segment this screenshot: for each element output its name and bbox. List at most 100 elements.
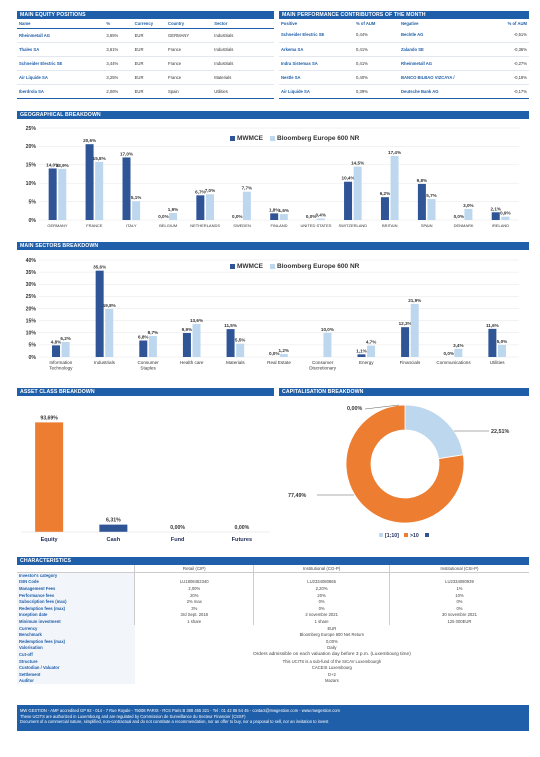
data-label: 6,8%: [138, 335, 148, 340]
footer: MW GESTION - AMF accredited GP 92 - 014 …: [17, 705, 529, 731]
bar: [132, 201, 141, 220]
y-tick-label: 25%: [26, 294, 37, 300]
x-tick-label: Futures: [232, 537, 253, 543]
table-cell: Arkema SA: [281, 46, 304, 52]
table-cell: 3,44%: [106, 60, 119, 66]
char-row: ISIN Code LU1808452340 LU2334080865 LU23340…: [17, 578, 529, 586]
col-header: % of AUM: [354, 19, 399, 28]
char-row: Investor's category: [17, 572, 529, 579]
x-tick-label: Financials: [400, 360, 421, 365]
bar: [410, 303, 419, 357]
char-value: LU1808452340: [134, 578, 254, 586]
data-label: 35,6%: [93, 265, 106, 270]
bar: [367, 345, 376, 357]
bar: [48, 168, 57, 220]
char-value: D+2: [327, 671, 336, 677]
asset-title: ASSET CLASS BREAKDOWN: [17, 388, 274, 396]
equity-header-row: Name % Currency Country Sector: [17, 19, 274, 28]
data-label: 6,31%: [106, 518, 121, 524]
x-tick-label: Fund: [171, 537, 185, 543]
table-cell: Rheinmetall AG: [401, 60, 433, 66]
col-header: % of AUM: [489, 19, 529, 28]
x-tick-label-line: Technology: [49, 366, 73, 371]
data-label: 6,7%: [195, 189, 205, 194]
data-label: 0,0%: [269, 351, 279, 356]
char-value: 3%: [134, 604, 254, 612]
data-label: 12,3%: [399, 321, 412, 326]
y-tick-label: 0%: [29, 218, 37, 224]
asset-panel: ASSET CLASS BREAKDOWN 93,69% Equity 6,31% C…: [17, 388, 274, 546]
data-label: 1,2%: [279, 348, 289, 353]
equity-title: MAIN EQUITY POSITIONS: [17, 11, 274, 19]
perf-panel: MAIN PERFORMANCE CONTRIBUTORS OF THE MON…: [279, 11, 529, 99]
char-value: 20%: [253, 591, 390, 599]
legend-swatch: [404, 533, 408, 537]
table-row: Indra Sistemas SA 0,41% Rheinmetall AG -0,2…: [279, 56, 529, 70]
bar: [196, 195, 205, 220]
table-cell: Air Liquide SA: [19, 74, 48, 80]
char-value: Mazars: [325, 678, 339, 684]
char-row: Settlement D+2: [17, 670, 529, 678]
bar: [182, 332, 191, 357]
x-tick-label: IRELAND: [492, 223, 509, 228]
table-cell: Bechtle AG: [401, 32, 424, 38]
char-row: Subscription fees (max) 2% max 0% 0%: [17, 598, 529, 605]
data-label: 0,4%: [315, 213, 325, 218]
data-label: 7,7%: [242, 186, 252, 191]
bar: [497, 344, 506, 357]
bar: [390, 155, 399, 220]
bar: [323, 332, 332, 357]
char-value: 0%: [253, 604, 390, 612]
x-tick-label: Cash: [107, 537, 121, 543]
char-row: Redemption fees (max) 3% 0% 0%: [17, 604, 529, 612]
bar: [353, 166, 362, 220]
x-tick-label: Communications: [436, 360, 471, 365]
y-tick-label: 10%: [26, 181, 37, 187]
x-tick-label-line: Discretionary: [309, 366, 337, 371]
data-label: 0,0%: [444, 351, 454, 356]
data-label: 1,1%: [356, 348, 366, 353]
char-value: 2,00%: [134, 585, 254, 592]
char-header-row: Retail (CIP) Institutional (CG-P) Instit…: [17, 565, 529, 573]
char-value: 0%: [388, 598, 529, 605]
char-value: [388, 572, 529, 579]
data-label: 10,0%: [321, 327, 334, 332]
char-value: 0%: [253, 598, 390, 605]
bar: [105, 308, 114, 357]
y-tick-label: 10%: [26, 331, 37, 337]
x-tick-label: Industrials: [94, 360, 116, 365]
table-cell: -0,36%: [513, 46, 527, 52]
data-label: 0,0%: [232, 214, 242, 219]
table-row: Iberdrola SA 2,06% EUR Spain Utilities: [17, 84, 274, 98]
table-row: Rheinmetall AG 3,65% EUR GERMANY Industrials: [17, 28, 274, 42]
char-value: 1 share: [253, 618, 390, 625]
x-tick-label: Health care: [180, 360, 204, 365]
legend-label: MWMCE: [237, 135, 264, 142]
char-row: Structure This UCITS is a sub-fund of the…: [17, 657, 529, 665]
table-cell: Deutsche Bank AG: [401, 88, 439, 94]
data-label: 5,0%: [497, 339, 507, 344]
table-row: Air Liquide SA 0,39% Deutsche Bank AG -0,17…: [279, 84, 529, 98]
bar: [61, 341, 70, 357]
char-value: CACEIS Luxembourg: [311, 665, 352, 671]
bar: [242, 191, 251, 220]
bar: [95, 161, 104, 220]
bar: [35, 422, 64, 532]
slice-label: 0,00%: [347, 406, 362, 412]
bar: [205, 194, 214, 220]
x-tick-label: Materials: [226, 360, 245, 365]
bar: [454, 348, 463, 357]
share-class-header: Institutional (CG-P): [253, 565, 390, 573]
char-row: Performance fees 20% 20% 10%: [17, 591, 529, 599]
table-cell: Spain: [168, 88, 179, 94]
table-cell: Utilities: [214, 88, 228, 94]
table-cell: Nestle SA: [281, 74, 301, 80]
table-cell: 0,44%: [356, 32, 368, 38]
x-tick-label: ITALY: [126, 223, 137, 228]
y-tick-label: 25%: [26, 126, 37, 132]
char-row: Inception date 3rd Sept. 2018 2 novembre 2…: [17, 611, 529, 619]
bar: [464, 208, 473, 220]
table-cell: Schneider Electric SE: [19, 60, 63, 66]
data-label: 17,0%: [120, 151, 133, 156]
table-cell: Iberdrola SA: [19, 88, 44, 94]
